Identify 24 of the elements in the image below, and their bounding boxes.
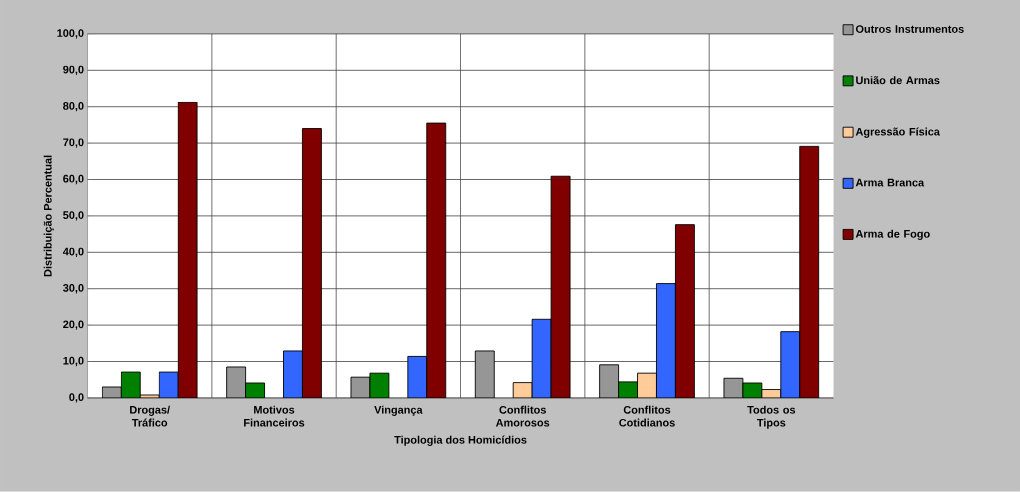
legend-label: União de Armas — [856, 76, 940, 85]
y-tick-label: 10,0 — [63, 357, 84, 367]
x-tick-label: Motivos Financeiros — [244, 405, 305, 427]
x-tick-label: Drogas/ Tráfico — [130, 405, 170, 427]
x-tick-label: Conflitos Cotidianos — [619, 405, 675, 427]
y-tick-label: 70,0 — [63, 138, 84, 148]
y-tick-label: 60,0 — [63, 175, 84, 185]
legend-label: Arma de Fogo — [855, 229, 930, 241]
x-axis-title: Tipologia dos Homicídios — [394, 435, 527, 447]
legend-label: Agressão Física — [855, 127, 940, 138]
legend-label: Outros Instrumentos — [855, 25, 964, 34]
y-tick-label: 100,0 — [57, 29, 84, 39]
y-tick-label: 0,0 — [69, 393, 84, 403]
y-tick-label: 20,0 — [63, 320, 84, 330]
y-tick-label: 30,0 — [63, 284, 84, 294]
y-tick-label: 40,0 — [62, 247, 84, 258]
y-tick-label: 50,0 — [63, 211, 84, 221]
y-tick-label: 90,0 — [63, 65, 84, 76]
x-tick-label: Vingança — [374, 405, 423, 417]
y-axis-title: Distribuição Percentual — [43, 155, 54, 277]
x-tick-label: Conflitos Amorosos — [495, 405, 550, 427]
legend-label: Arma Branca — [855, 179, 925, 187]
x-tick-label: Todos os Tipos — [747, 405, 796, 429]
y-tick-label: 80,0 — [63, 102, 84, 112]
